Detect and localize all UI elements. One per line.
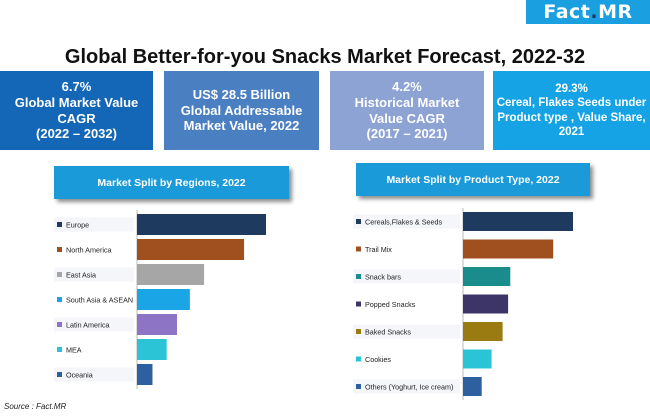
category-label: Cereals,Flakes & Seeds	[365, 218, 443, 227]
bar	[137, 264, 205, 285]
kpi-card-cagr: 6.7% Global Market Value CAGR (2022 – 20…	[0, 71, 153, 150]
kpi-value: 6.7%	[61, 78, 92, 94]
category-label: Cookies	[365, 355, 391, 364]
kpi-line: (2022 – 2032)	[36, 126, 117, 142]
category-row-bg	[353, 379, 460, 394]
category-row-bg	[353, 214, 460, 229]
category-row-bg	[54, 267, 134, 282]
kpi-card-value-share: 29.3% Cereal, Flakes Seeds under Product…	[493, 71, 650, 150]
category-row-bg	[54, 292, 134, 307]
kpi-line: (2017 – 2021)	[366, 126, 448, 142]
bar	[137, 289, 190, 310]
bar	[463, 322, 503, 341]
logo-dot: .	[590, 1, 599, 23]
bar	[463, 294, 509, 314]
legend-chip	[57, 347, 62, 352]
kpi-card-market-value: US$ 28.5 Billion Global Addressable Mark…	[164, 71, 319, 150]
category-label: Oceania	[66, 371, 93, 380]
legend-chip	[356, 301, 361, 307]
kpi-line: Global Market Value	[14, 94, 139, 110]
legend-chip	[57, 272, 62, 277]
bar	[137, 214, 266, 235]
page-title: Global Better-for-you Snacks Market Fore…	[64, 46, 586, 68]
category-label: Europe	[66, 221, 89, 230]
product-type-chart-title: Market Split by Product Type, 2022	[356, 163, 590, 196]
category-label: Latin America	[66, 321, 110, 330]
legend-chip	[356, 274, 361, 279]
legend-chip	[57, 297, 62, 302]
kpi-value: 4.2%	[392, 78, 422, 94]
kpi-line: Market Value, 2022	[183, 118, 300, 134]
category-label: Trail Mix	[365, 245, 392, 254]
logo-mr: MR	[598, 1, 633, 23]
bar	[463, 349, 492, 369]
kpi-line: Product type , Value Share,	[497, 111, 646, 124]
category-row-bg	[353, 269, 460, 284]
bar	[463, 377, 482, 396]
regions-chart-title: Market Split by Regions, 2022	[54, 166, 289, 199]
category-row-bg	[54, 342, 134, 357]
bar	[137, 314, 177, 335]
bar	[463, 239, 554, 259]
kpi-card-historical-cagr: 4.2% Historical Market Value CAGR (2017 …	[330, 71, 484, 150]
kpi-value: US$ 28.5 Billion	[192, 86, 291, 102]
category-label: South Asia & ASEAN	[66, 296, 133, 305]
kpi-line: CAGR	[57, 110, 96, 126]
legend-chip	[356, 356, 361, 362]
category-row-bg	[54, 217, 134, 232]
category-row-bg	[353, 352, 460, 366]
category-label: MEA	[66, 346, 82, 355]
category-row-bg	[54, 242, 134, 257]
kpi-line: Value CAGR	[369, 110, 445, 126]
bar	[463, 267, 511, 286]
kpi-line: Historical Market	[354, 94, 460, 110]
category-row-bg	[353, 242, 460, 256]
category-row-bg	[54, 367, 134, 382]
bar	[137, 339, 167, 360]
bar	[137, 364, 153, 385]
category-label: Others (Yoghurt, Ice cream)	[365, 383, 453, 392]
kpi-line: Cereal, Flakes Seeds under	[496, 97, 647, 110]
category-label: East Asia	[66, 271, 96, 280]
category-label: Snack bars	[365, 273, 401, 282]
legend-chip	[356, 219, 361, 224]
category-row-bg	[54, 317, 134, 332]
legend-chip	[57, 222, 62, 227]
logo-fact: Fact	[543, 1, 591, 23]
bar	[137, 239, 245, 260]
category-row-bg	[353, 324, 460, 339]
category-row-bg	[353, 297, 460, 311]
legend-chip	[57, 247, 62, 252]
category-label: Baked Snacks	[365, 328, 411, 337]
legend-chip	[356, 384, 361, 389]
kpi-line: Global Addressable	[180, 102, 303, 118]
kpi-line: 2021	[558, 125, 585, 138]
legend-chip	[57, 372, 62, 377]
category-label: Popped Snacks	[365, 300, 416, 309]
fact-mr-logo: Fact. MR	[526, 0, 650, 24]
legend-chip	[57, 322, 62, 327]
legend-chip	[356, 329, 361, 334]
source-note: Source : Fact.MR	[4, 402, 67, 411]
bar	[463, 212, 573, 231]
category-label: North America	[66, 246, 112, 255]
kpi-value: 29.3%	[555, 83, 588, 96]
legend-chip	[356, 246, 361, 252]
